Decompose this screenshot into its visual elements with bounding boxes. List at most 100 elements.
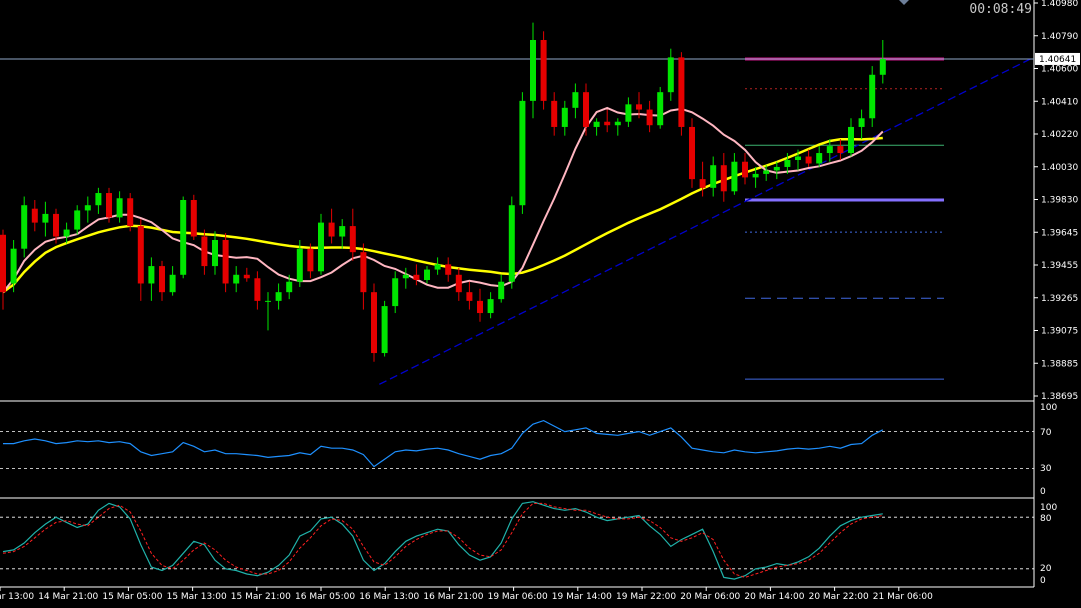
candle	[805, 149, 812, 167]
candle	[381, 300, 388, 357]
candle-body	[286, 281, 293, 293]
candle	[720, 153, 727, 202]
candle-body	[583, 92, 589, 127]
candle	[540, 31, 547, 110]
candle	[275, 283, 282, 310]
candle	[265, 292, 271, 331]
time-axis-label: 14 Mar 21:00	[38, 592, 98, 602]
price-tick-label: 1.40030	[1041, 163, 1078, 173]
candle	[614, 118, 621, 136]
candle	[148, 257, 155, 301]
candle-body	[699, 179, 706, 188]
price-tick-label: 1.40410	[1041, 97, 1078, 107]
candle	[742, 153, 748, 185]
stochastic-main-line	[2, 501, 883, 580]
candle-body	[593, 121, 600, 127]
candle-body	[773, 166, 780, 171]
candle	[233, 266, 240, 293]
candle	[466, 281, 473, 310]
candle-body	[106, 193, 112, 218]
candle-body	[381, 306, 388, 354]
time-axis-label: 20 Mar 14:00	[744, 592, 804, 602]
candle	[95, 187, 102, 214]
candle-body	[720, 165, 727, 192]
candle	[795, 149, 801, 171]
candle	[413, 264, 420, 286]
candle	[858, 109, 865, 140]
candle	[127, 193, 134, 232]
candle	[678, 52, 685, 136]
time-axis-label: 20 Mar 22:00	[809, 592, 869, 602]
candle	[106, 187, 112, 223]
candle	[636, 92, 642, 119]
stochastic-tick-label: 80	[1040, 514, 1052, 524]
candle-body	[561, 107, 568, 127]
candle	[74, 205, 81, 235]
candle	[296, 240, 303, 287]
candle-body	[349, 226, 356, 253]
candle	[360, 243, 367, 310]
candle-body	[148, 266, 155, 284]
candle-body	[805, 156, 812, 164]
candle-body	[636, 104, 642, 110]
candle-body	[190, 200, 197, 237]
candle-body	[402, 274, 409, 279]
candle-body	[784, 160, 791, 167]
moving-average-slow	[2, 136, 883, 294]
candle-body	[795, 156, 801, 160]
candle-body	[466, 292, 473, 301]
candle-body	[233, 274, 240, 284]
time-axis-label: 15 Mar 05:00	[102, 592, 162, 602]
candle-body	[434, 264, 441, 270]
candle-body	[858, 118, 865, 127]
candle-body	[508, 205, 515, 282]
candle-body	[869, 74, 876, 119]
candle-body	[318, 222, 324, 272]
candle-body	[445, 264, 452, 275]
candle-body	[371, 292, 377, 354]
price-tick-label: 1.38885	[1041, 359, 1078, 369]
candle-body	[307, 248, 314, 272]
candle	[392, 271, 399, 314]
candle-body	[328, 222, 335, 237]
candle	[159, 260, 165, 301]
candle	[53, 208, 59, 244]
stochastic-tick-label: 0	[1040, 576, 1046, 586]
candle	[667, 48, 674, 101]
candle-body	[127, 198, 134, 227]
candle	[445, 257, 452, 282]
time-axis-label: 19 Mar 22:00	[616, 592, 676, 602]
rsi-tick-label: 100	[1040, 403, 1057, 413]
candle-body	[159, 266, 165, 293]
candle-body	[826, 146, 833, 154]
candle	[455, 267, 462, 301]
price-tick-label: 1.40600	[1041, 65, 1078, 75]
candle-body	[212, 240, 218, 267]
moving-average-fast	[2, 106, 884, 293]
chart-shift-marker	[899, 0, 909, 5]
candle-body	[95, 193, 102, 206]
candle-body	[265, 300, 271, 302]
rsi-tick-label: 30	[1040, 464, 1052, 474]
time-axis-label: 19 Mar 06:00	[488, 592, 548, 602]
stochastic-tick-label: 100	[1040, 503, 1057, 513]
price-tick-label: 1.39075	[1041, 327, 1078, 337]
candle	[657, 86, 664, 129]
candle	[42, 201, 49, 237]
candle-body	[498, 281, 505, 300]
candle	[0, 229, 6, 310]
candle	[837, 139, 844, 160]
candle-body	[487, 299, 494, 314]
candle	[625, 97, 632, 127]
candle-body	[424, 269, 430, 280]
candle	[508, 196, 515, 289]
candle-body	[763, 170, 770, 174]
candle-body	[879, 59, 886, 75]
candle	[328, 208, 335, 244]
candle-body	[254, 278, 261, 301]
candle-body	[137, 226, 144, 284]
candle-body	[646, 109, 653, 126]
time-axis-label: 21 Mar 06:00	[873, 592, 933, 602]
rsi-tick-label: 70	[1040, 428, 1052, 438]
